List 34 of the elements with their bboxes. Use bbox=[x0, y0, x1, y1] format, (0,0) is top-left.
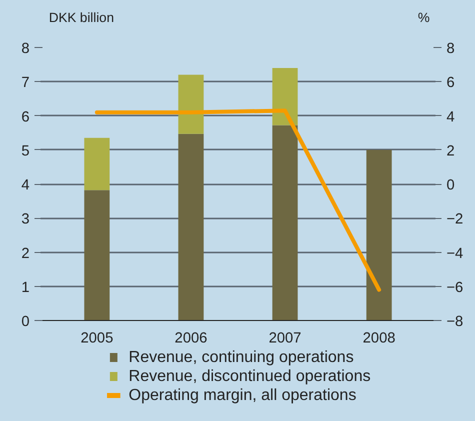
y2-axis-title: % bbox=[418, 10, 430, 25]
y-tick-label: 4 bbox=[21, 178, 30, 194]
y2-tick-label: −6 bbox=[446, 280, 464, 296]
y-tick-label: 0 bbox=[21, 314, 30, 330]
y2-tick-label: 8 bbox=[446, 41, 455, 57]
legend-label: Revenue, continuing operations bbox=[128, 349, 354, 366]
y2-tick-label: −8 bbox=[446, 314, 464, 330]
y-tick-label: 1 bbox=[21, 280, 30, 296]
y-tick-label: 8 bbox=[21, 41, 30, 57]
legend-label: Operating margin, all operations bbox=[128, 387, 356, 404]
x-tick-label: 2008 bbox=[362, 330, 396, 346]
bar bbox=[178, 74, 204, 134]
bar bbox=[178, 134, 204, 320]
bar bbox=[272, 68, 298, 126]
y-tick-label: 6 bbox=[21, 109, 30, 126]
bar bbox=[84, 190, 110, 320]
y-tick-label: 5 bbox=[21, 143, 30, 160]
x-tick-label: 2007 bbox=[268, 330, 302, 346]
bar bbox=[272, 125, 298, 320]
y-tick-label: 3 bbox=[21, 212, 30, 228]
y-tick-label: 7 bbox=[21, 75, 30, 92]
y-tick-label: 2 bbox=[21, 246, 30, 262]
y2-tick-label: 0 bbox=[446, 178, 455, 194]
y2-tick-label: 4 bbox=[446, 109, 455, 126]
bar bbox=[84, 138, 110, 190]
y2-tick-label: 6 bbox=[446, 75, 455, 92]
y-axis-title: DKK billion bbox=[48, 10, 114, 25]
bar bbox=[366, 150, 392, 320]
x-tick-label: 2006 bbox=[174, 330, 208, 346]
y2-tick-label: 2 bbox=[446, 143, 455, 160]
y2-tick-label: −4 bbox=[446, 246, 464, 262]
x-tick-label: 2005 bbox=[80, 330, 114, 346]
y2-tick-label: −2 bbox=[446, 212, 464, 228]
legend-label: Revenue, discontinued operations bbox=[128, 368, 371, 385]
